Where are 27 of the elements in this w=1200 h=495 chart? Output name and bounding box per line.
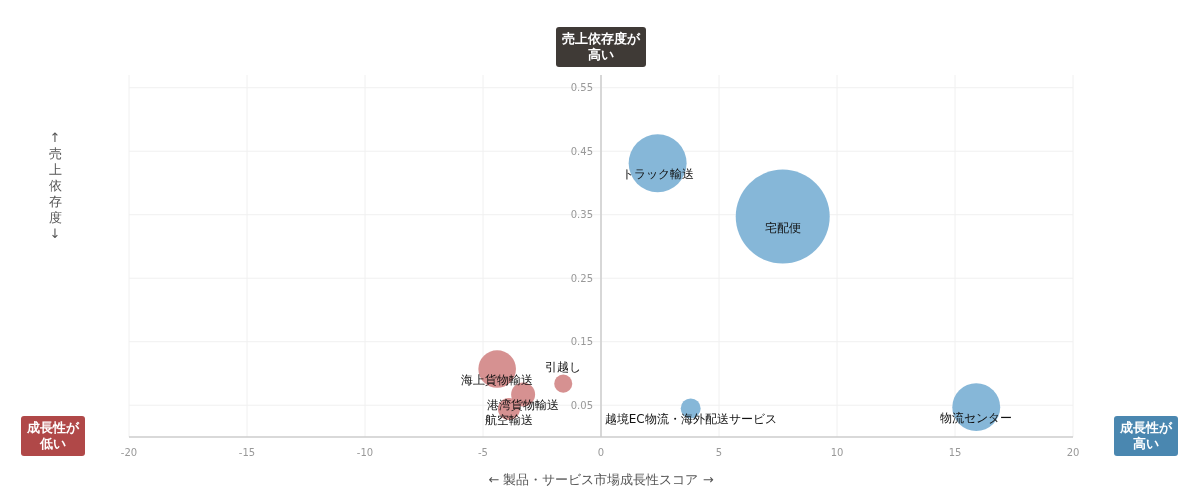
annotation: 海上貨物輸送: [461, 373, 534, 388]
y-tick-label: 0.25: [570, 272, 593, 284]
x-tick-label: -15: [238, 447, 256, 458]
y-tick-label: 0.55: [570, 82, 593, 94]
x-tick-label: 5: [715, 447, 723, 458]
annotation: 越境EC物流・海外配送サービス: [604, 412, 777, 427]
text: 売上依存度が高い: [556, 27, 646, 67]
y-tick-label: 0.15: [570, 336, 593, 348]
y-axis-title: ↑売上依存度↓: [48, 130, 62, 241]
x-tick-label: -20: [120, 447, 138, 458]
y-tick-label: 0.45: [570, 145, 593, 157]
x-tick-label: 20: [1066, 447, 1080, 458]
text: 成長性が低い: [21, 416, 85, 456]
x-tick-label: -10: [356, 447, 374, 458]
annotation: 宅配便: [764, 220, 801, 235]
x-tick-label: 15: [948, 447, 962, 458]
x-tick-label: 10: [830, 447, 844, 458]
y-tick-label: 0.05: [570, 399, 593, 411]
annotation: トラック輸送: [621, 167, 694, 182]
x-axis-title: ← 製品・サービス市場成長性スコア →: [487, 471, 715, 489]
annotation: 引越し: [545, 359, 582, 374]
x-tick-label: 0: [597, 447, 605, 458]
x-tick-label: -5: [478, 447, 488, 458]
annotation: 港湾貨物輸送: [487, 398, 560, 413]
annotation: 航空輸送: [484, 413, 533, 428]
text: 成長性が高い: [1114, 416, 1178, 456]
y-tick-label: 0.35: [570, 209, 593, 221]
